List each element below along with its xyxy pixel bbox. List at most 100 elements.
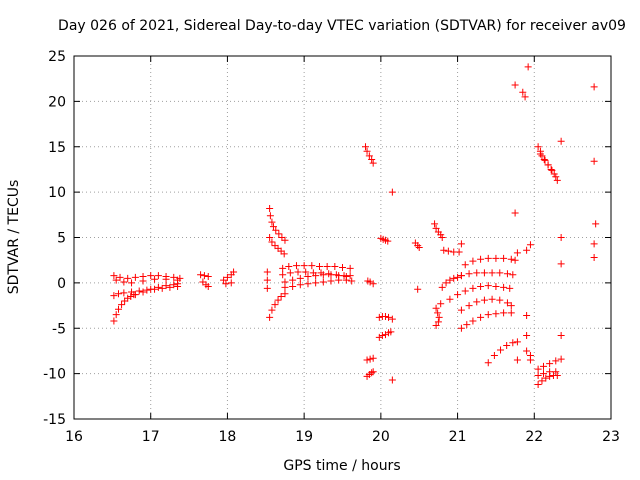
series-arc-21 [388, 188, 396, 196]
data-point [590, 83, 598, 91]
data-point [497, 346, 505, 354]
data-point [538, 377, 546, 385]
data-point [503, 270, 511, 278]
x-tick-label: 22 [525, 429, 543, 445]
data-point [536, 150, 544, 158]
data-point [553, 371, 561, 379]
data-point [492, 310, 500, 318]
data-point [503, 341, 511, 349]
data-point [384, 237, 392, 245]
data-point [440, 246, 448, 254]
data-point [509, 271, 517, 279]
series-arc-03 [131, 280, 182, 299]
data-point [431, 220, 439, 228]
data-point [151, 275, 159, 283]
data-point [461, 287, 469, 295]
data-point [174, 276, 182, 284]
data-point [534, 371, 542, 379]
series-arc-30 [440, 240, 465, 256]
data-point [116, 273, 124, 281]
data-point [300, 262, 308, 270]
series-arc-55 [590, 220, 600, 261]
data-point [154, 272, 162, 280]
data-point [363, 147, 371, 155]
y-tick-label: 10 [48, 185, 66, 201]
data-point [503, 299, 511, 307]
data-point [442, 279, 450, 287]
data-point [166, 283, 174, 291]
data-point [110, 292, 118, 300]
series-arc-12 [279, 262, 354, 272]
series-arc-18 [363, 354, 377, 364]
data-point [544, 161, 552, 169]
series-arc-54 [590, 157, 598, 165]
data-point [509, 339, 517, 347]
data-point [496, 269, 504, 277]
series-arc-02 [110, 283, 182, 300]
data-point [154, 283, 162, 291]
data-point [500, 309, 508, 317]
data-point [369, 280, 377, 288]
data-point [469, 284, 477, 292]
data-point [312, 272, 320, 280]
data-point [387, 328, 395, 336]
data-point [197, 271, 205, 279]
data-point [557, 332, 565, 340]
data-point [266, 313, 274, 321]
data-point [557, 355, 565, 363]
data-point [557, 234, 565, 241]
data-point [507, 255, 515, 263]
series-arc-36 [484, 338, 521, 367]
data-point [366, 278, 374, 286]
data-point [327, 271, 335, 279]
data-point [552, 173, 560, 181]
data-point [432, 304, 440, 312]
data-point [230, 268, 238, 276]
data-point [263, 268, 271, 276]
data-point [292, 262, 300, 270]
series-arc-52 [557, 332, 565, 340]
data-point [546, 360, 554, 368]
data-point [200, 272, 208, 280]
series-arc-45 [534, 143, 558, 178]
data-point [269, 223, 277, 231]
series-arc-35 [457, 309, 515, 332]
data-point [437, 300, 445, 308]
data-point [162, 275, 170, 283]
data-point [131, 273, 139, 281]
data-point [375, 313, 383, 321]
series-arc-10 [263, 268, 271, 292]
data-point [438, 234, 446, 241]
series-arc-42 [523, 241, 534, 254]
data-point [484, 359, 492, 367]
data-point [385, 313, 393, 321]
data-point [488, 295, 496, 303]
data-point [457, 324, 465, 332]
series-arc-47 [557, 137, 565, 145]
series-arc-09 [266, 234, 288, 258]
data-point [294, 268, 302, 276]
data-point [469, 317, 477, 325]
data-point [114, 290, 122, 298]
y-tick-label: 20 [48, 94, 66, 110]
series-arc-01 [110, 291, 138, 325]
series-arc-51 [534, 368, 560, 379]
data-point [432, 322, 440, 330]
data-point [526, 356, 534, 364]
data-point [492, 254, 500, 262]
data-point [590, 253, 598, 261]
series-arc-08 [266, 204, 289, 244]
data-point [477, 255, 485, 263]
data-point [553, 176, 561, 184]
data-point [415, 243, 423, 251]
data-point [323, 263, 331, 271]
data-point [541, 156, 549, 164]
data-point [114, 305, 122, 313]
plot-frame [73, 55, 612, 420]
data-point [511, 81, 519, 89]
data-point [434, 318, 442, 326]
data-point [147, 285, 155, 293]
series-arc-19 [363, 368, 377, 380]
data-point [266, 212, 274, 220]
data-point [308, 262, 316, 270]
